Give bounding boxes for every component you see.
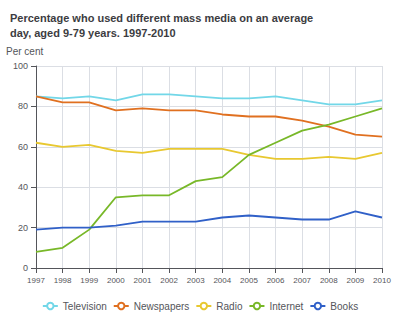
svg-text:0: 0	[23, 263, 28, 273]
svg-text:2009: 2009	[346, 276, 364, 285]
svg-text:day, aged 9-79 years. 1997-201: day, aged 9-79 years. 1997-2010	[10, 27, 176, 39]
svg-text:1997: 1997	[27, 276, 45, 285]
svg-text:2006: 2006	[267, 276, 285, 285]
svg-text:60: 60	[18, 142, 28, 152]
svg-text:100: 100	[13, 61, 28, 71]
svg-text:40: 40	[18, 182, 28, 192]
svg-text:2004: 2004	[213, 276, 231, 285]
svg-text:Percentage who used different: Percentage who used different mass media…	[10, 12, 313, 24]
svg-text:2010: 2010	[373, 276, 391, 285]
svg-text:Newspapers: Newspapers	[134, 301, 190, 312]
svg-text:Books: Books	[330, 301, 358, 312]
svg-text:2007: 2007	[293, 276, 311, 285]
svg-text:2003: 2003	[187, 276, 205, 285]
svg-text:2000: 2000	[107, 276, 125, 285]
svg-text:1998: 1998	[54, 276, 72, 285]
svg-text:1999: 1999	[80, 276, 98, 285]
svg-text:Internet: Internet	[269, 301, 303, 312]
svg-text:2002: 2002	[160, 276, 178, 285]
svg-text:2001: 2001	[134, 276, 152, 285]
svg-text:20: 20	[18, 223, 28, 233]
svg-text:Per cent: Per cent	[6, 46, 43, 57]
svg-text:2005: 2005	[240, 276, 258, 285]
svg-text:2008: 2008	[320, 276, 338, 285]
svg-text:Television: Television	[63, 301, 107, 312]
svg-text:Radio: Radio	[216, 301, 243, 312]
svg-text:80: 80	[18, 101, 28, 111]
